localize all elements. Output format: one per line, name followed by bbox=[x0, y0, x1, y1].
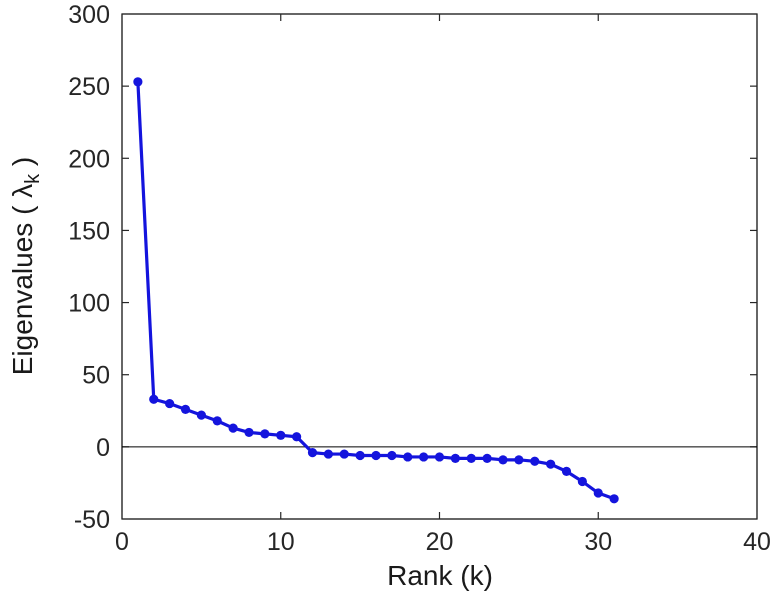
data-point bbox=[403, 452, 413, 462]
data-point bbox=[371, 450, 381, 461]
x-tick-label: 0 bbox=[115, 528, 129, 556]
x-tick-label: 20 bbox=[426, 528, 454, 556]
data-point bbox=[514, 455, 524, 465]
data-point bbox=[339, 449, 349, 459]
data-point bbox=[228, 423, 238, 433]
data-point bbox=[180, 404, 191, 414]
data-point bbox=[165, 398, 175, 409]
data-point bbox=[577, 476, 587, 487]
y-tick-label: 100 bbox=[68, 290, 110, 318]
data-point bbox=[244, 427, 254, 438]
y-tick-label: 0 bbox=[96, 434, 110, 462]
x-axis-label: Rank (k) bbox=[387, 560, 493, 591]
data-point bbox=[212, 416, 222, 426]
x-tick-label: 10 bbox=[267, 528, 295, 556]
data-point bbox=[307, 448, 318, 458]
data-point bbox=[482, 453, 492, 463]
y-tick-label: 200 bbox=[68, 145, 110, 173]
lambda-symbol: λ bbox=[7, 184, 38, 198]
data-point bbox=[498, 455, 508, 465]
data-point bbox=[387, 450, 397, 461]
x-tick-label: 30 bbox=[584, 528, 612, 556]
series-line bbox=[136, 80, 616, 501]
y-tick-label: 250 bbox=[68, 73, 110, 101]
plot-area-box bbox=[121, 13, 758, 520]
y-axis-label-suffix: ) bbox=[7, 157, 38, 174]
y-tick-label: 50 bbox=[82, 362, 110, 390]
y-axis-label-prefix: Eigenvalues ( bbox=[7, 198, 38, 375]
y-tick-label: 150 bbox=[68, 217, 110, 245]
y-axis-label-subscript: k bbox=[22, 173, 44, 184]
data-point bbox=[260, 429, 270, 439]
data-point bbox=[419, 452, 429, 462]
data-point bbox=[450, 453, 460, 463]
data-point bbox=[434, 452, 445, 462]
data-point bbox=[609, 494, 619, 504]
data-point bbox=[593, 488, 603, 498]
data-point bbox=[292, 432, 302, 442]
data-point bbox=[323, 449, 333, 459]
data-point bbox=[355, 450, 365, 461]
x-tick-label: 40 bbox=[743, 528, 771, 556]
data-point bbox=[561, 466, 572, 476]
y-tick-label: 300 bbox=[68, 1, 110, 29]
data-point bbox=[196, 410, 206, 420]
y-tick-label: -50 bbox=[74, 506, 110, 534]
data-point bbox=[133, 77, 143, 87]
data-point bbox=[546, 459, 556, 469]
data-point bbox=[466, 453, 476, 463]
data-point bbox=[530, 456, 540, 466]
data-point bbox=[276, 430, 286, 440]
y-axis-label: Eigenvalues ( λk ) bbox=[7, 157, 44, 376]
data-point bbox=[149, 394, 159, 404]
